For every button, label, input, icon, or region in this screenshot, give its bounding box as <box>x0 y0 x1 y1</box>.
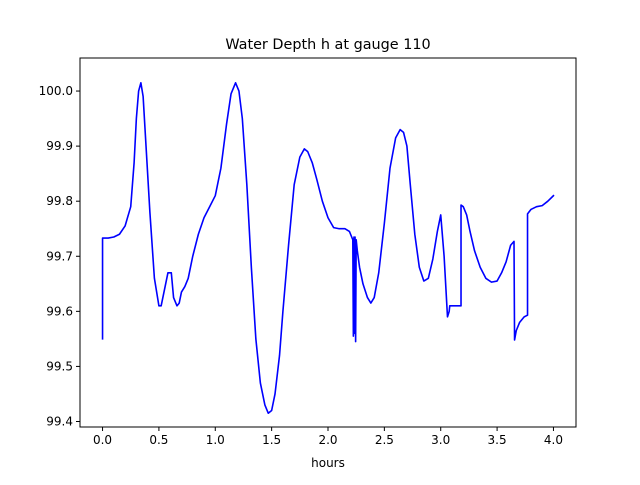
x-axis: 0.0 0.5 1.0 1.5 2.0 2.5 3.0 3.5 4.0 <box>93 427 563 447</box>
chart-title: Water Depth h at gauge 110 <box>225 37 430 53</box>
x-tick-label: 3.5 <box>488 433 507 447</box>
x-axis-label: hours <box>311 456 345 470</box>
y-tick-label: 99.9 <box>46 139 73 153</box>
x-tick-label: 2.0 <box>318 433 337 447</box>
y-tick-label: 99.7 <box>46 249 73 263</box>
y-tick-label: 99.4 <box>46 414 73 428</box>
x-tick-label: 2.5 <box>375 433 394 447</box>
y-tick-label: 99.5 <box>46 359 73 373</box>
x-tick-label: 0.5 <box>149 433 168 447</box>
x-tick-label: 1.5 <box>262 433 281 447</box>
y-tick-label: 99.8 <box>46 194 73 208</box>
y-axis: 99.4 99.5 99.6 99.7 99.8 99.9 100.0 <box>39 84 80 428</box>
y-tick-label: 99.6 <box>46 304 73 318</box>
x-tick-label: 3.0 <box>431 433 450 447</box>
x-tick-label: 4.0 <box>544 433 563 447</box>
x-tick-label: 0.0 <box>93 433 112 447</box>
x-tick-label: 1.0 <box>206 433 225 447</box>
series-line-0 <box>101 81 555 415</box>
y-tick-label: 100.0 <box>39 84 73 98</box>
series-layer <box>101 81 555 415</box>
